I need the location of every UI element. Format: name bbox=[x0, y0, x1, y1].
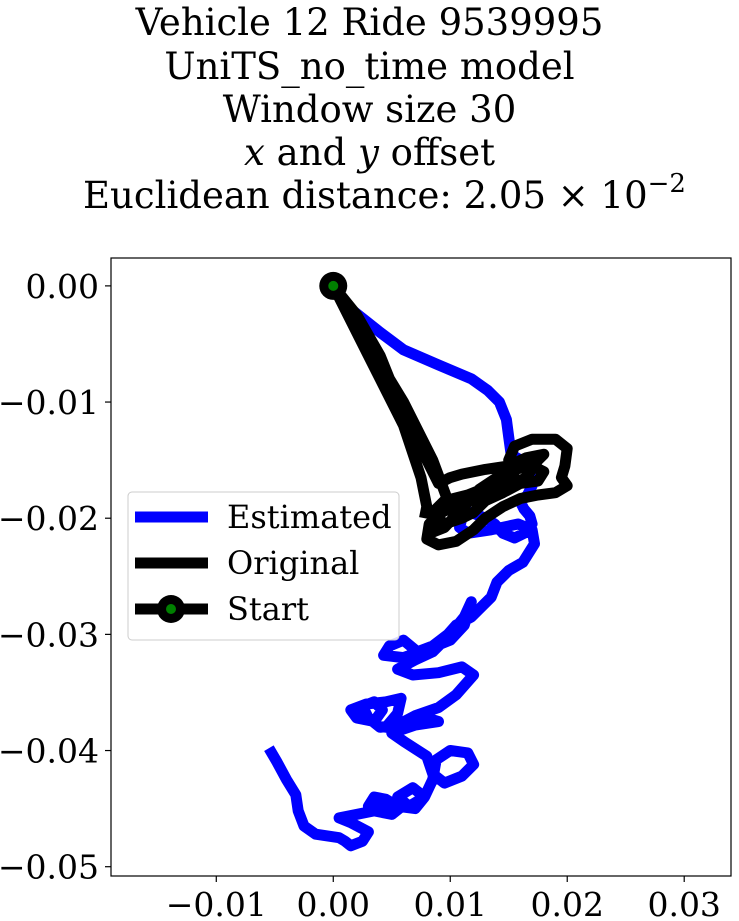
x-tick-label: 0.00 bbox=[297, 885, 370, 921]
x-tick-label: 0.01 bbox=[414, 885, 487, 921]
title-euclidean-distance: Euclidean distance: 2.05 × 10−2 bbox=[0, 171, 739, 218]
plot-frame bbox=[110, 257, 732, 877]
title-distance-exponent: −2 bbox=[647, 169, 686, 199]
y-tick-label: 0.00 bbox=[26, 267, 99, 306]
y-tick-label: −0.04 bbox=[0, 732, 99, 771]
ticks-layer: −0.01 0.00 0.01 0.02 0.03 0.00 −0.01 −0.02 −0.03… bbox=[0, 267, 721, 921]
title-model: UniTS_no_time model bbox=[164, 45, 575, 88]
title-vehicle-ride: Vehicle 12 Ride 9539995 bbox=[135, 1, 604, 44]
title-offset: x and y offset bbox=[0, 130, 739, 175]
y-tick-label: −0.03 bbox=[0, 615, 99, 654]
y-tick-label: −0.01 bbox=[0, 383, 99, 422]
title-offset-word: offset bbox=[378, 131, 495, 174]
title-and: and bbox=[264, 131, 358, 174]
series-layer bbox=[264, 271, 573, 852]
legend-box bbox=[127, 491, 400, 641]
series-line-original bbox=[327, 280, 573, 551]
start-marker-center bbox=[328, 280, 339, 291]
legend-label-start: Start bbox=[227, 590, 309, 628]
title-distance-value: Euclidean distance: 2.05 × 10 bbox=[83, 174, 648, 217]
title-window-size: Window size 30 bbox=[222, 88, 517, 131]
y-tick-label: −0.02 bbox=[0, 499, 99, 538]
legend-start-marker-center bbox=[166, 604, 176, 614]
legend-label-original: Original bbox=[227, 544, 359, 582]
x-tick-label: 0.02 bbox=[530, 885, 603, 921]
title-y-symbol: y bbox=[358, 131, 379, 174]
series-line-estimated bbox=[264, 282, 540, 852]
legend: Estimated Original Start bbox=[127, 491, 400, 641]
x-tick-label: 0.03 bbox=[647, 885, 720, 921]
x-tick-label: −0.01 bbox=[166, 885, 267, 921]
legend-label-estimated: Estimated bbox=[227, 498, 392, 536]
title-x-symbol: x bbox=[244, 131, 265, 174]
y-tick-label: −0.05 bbox=[0, 848, 99, 887]
